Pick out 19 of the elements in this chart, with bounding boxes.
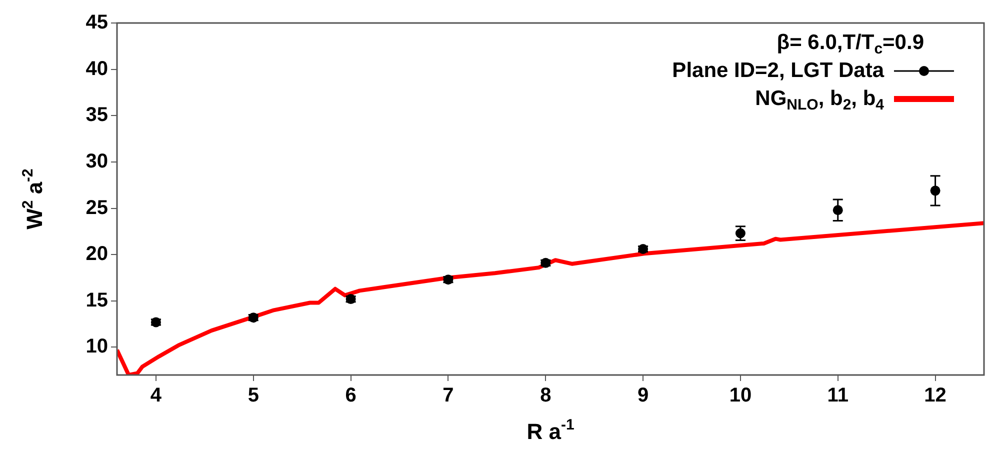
x-tick-label: 12 <box>924 384 946 407</box>
legend-label: Plane ID=2, LGT Data <box>672 58 884 82</box>
y-tick-label: 20 <box>86 243 108 266</box>
x-tick-label: 9 <box>637 384 649 407</box>
x-tick-label: 4 <box>150 384 162 407</box>
y-tick-label: 10 <box>86 336 108 358</box>
x-tick-label: 6 <box>345 384 356 407</box>
y-tick-label: 45 <box>86 12 108 34</box>
y-tick-label: 30 <box>86 150 108 172</box>
y-axis-title: W2 a-2 <box>19 168 48 230</box>
y-tick-label: 35 <box>86 104 108 126</box>
x-tick-label: 10 <box>729 384 752 407</box>
y-tick-label: 25 <box>86 196 108 219</box>
x-tick-label: 7 <box>442 384 454 407</box>
x-tick-label: 11 <box>827 384 848 407</box>
x-tick-label: 5 <box>248 384 259 407</box>
x-tick-label: 8 <box>540 384 552 407</box>
y-tick-label: 40 <box>86 58 108 80</box>
y-tick-label: 15 <box>86 289 108 312</box>
